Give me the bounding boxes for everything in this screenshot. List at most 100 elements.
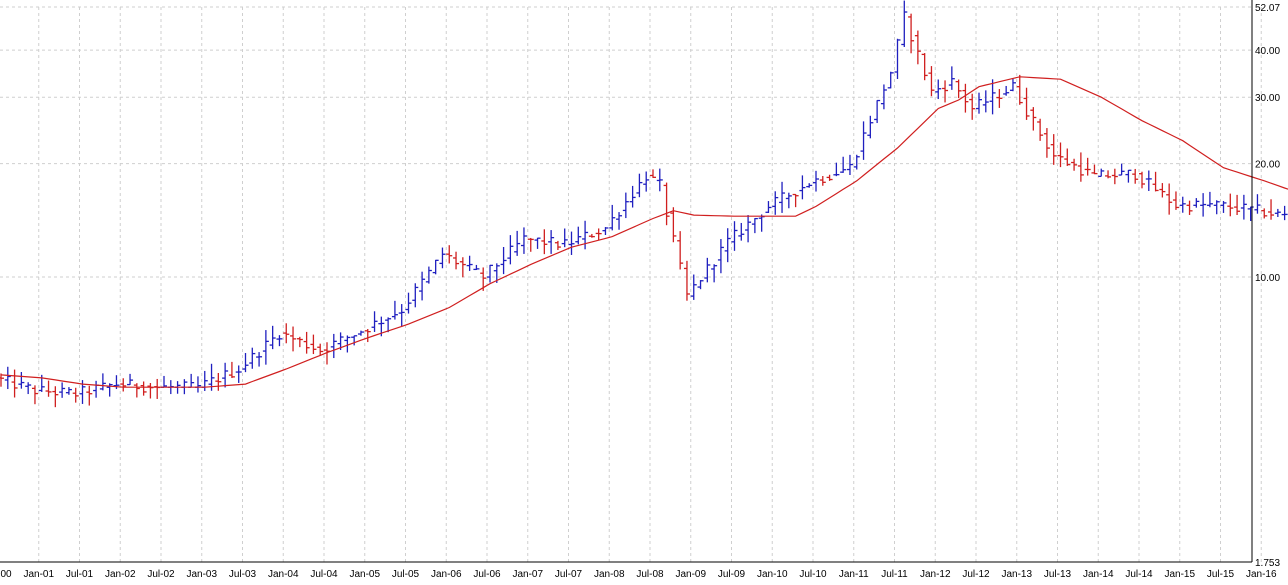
grid-layer xyxy=(0,6,1262,563)
ohlc-bar xyxy=(385,317,392,333)
ohlc-bar xyxy=(840,156,847,173)
ohlc-bar xyxy=(1152,171,1159,192)
ohlc-bar xyxy=(833,162,840,177)
ohlc-bar xyxy=(1172,191,1179,210)
x-tick-label: Jan-05 xyxy=(349,569,380,580)
ohlc-bar xyxy=(1077,152,1084,182)
ohlc-bar xyxy=(419,271,426,301)
ohlc-bar xyxy=(928,66,935,97)
ohlc-bar xyxy=(371,311,378,332)
ohlc-bar xyxy=(1064,148,1071,166)
ohlc-bar xyxy=(215,372,222,391)
x-tick-label: Jan-06 xyxy=(431,569,462,580)
ohlc-bar xyxy=(534,237,541,249)
ohlc-bar xyxy=(595,228,602,241)
y-tick-label: 30.00 xyxy=(1255,93,1280,104)
ohlc-bar xyxy=(779,181,786,213)
ohlc-bar xyxy=(1179,196,1186,213)
ohlc-bar xyxy=(473,264,480,271)
ohlc-bar xyxy=(554,240,561,251)
ohlc-bar xyxy=(1213,200,1220,215)
x-tick-label: Jan-13 xyxy=(1001,569,1032,580)
ohlc-bar xyxy=(670,207,677,243)
ohlc-bar xyxy=(1098,168,1105,178)
ohlc-bar xyxy=(758,214,765,232)
ohlc-bar xyxy=(697,280,704,290)
ohlc-bar xyxy=(480,267,487,291)
ohlc-bar xyxy=(683,260,690,301)
y-tick-label: 20.00 xyxy=(1255,160,1280,171)
ohlc-bar xyxy=(894,38,901,79)
ohlc-bar xyxy=(1234,194,1241,216)
x-tick-label: Jan-07 xyxy=(512,569,543,580)
ohlc-bar xyxy=(507,235,514,265)
ohlc-bar xyxy=(948,66,955,90)
ohlc-bar xyxy=(785,192,792,209)
ohlc-bar xyxy=(1240,194,1247,220)
ohlc-bar xyxy=(1030,107,1037,131)
ohlc-bar xyxy=(561,228,568,248)
x-tick-label: Jan-10 xyxy=(757,569,788,580)
ohlc-bar xyxy=(1003,85,1010,96)
x-tick-label: Jul-00 xyxy=(0,569,12,580)
x-tick-label: Jan-09 xyxy=(675,569,706,580)
ohlc-bar xyxy=(303,331,310,354)
ohlc-bar xyxy=(1254,194,1261,214)
ohlc-bar xyxy=(344,335,351,353)
ohlc-bar xyxy=(745,215,752,243)
ohlc-bar xyxy=(11,369,18,398)
ohlc-bar xyxy=(330,333,337,359)
ohlc-bar xyxy=(235,365,242,383)
ohlc-bar xyxy=(1220,200,1227,213)
ohlc-bar xyxy=(1057,142,1064,168)
ohlc-bar xyxy=(194,376,201,393)
ohlc-bar xyxy=(459,257,466,278)
x-tick-label: Jul-07 xyxy=(555,569,583,580)
ohlc-bar xyxy=(575,226,582,245)
ohlc-bar xyxy=(140,381,147,396)
ohlc-bar xyxy=(269,325,276,350)
ohlc-bar xyxy=(962,83,969,113)
ohlc-bar xyxy=(914,30,921,65)
ohlc-bar xyxy=(86,385,93,406)
ohlc-bar xyxy=(1206,191,1213,208)
y-tick-label: 40.00 xyxy=(1255,46,1280,57)
ohlc-bar xyxy=(317,343,324,356)
ohlc-bar xyxy=(412,283,419,308)
ohlc-bar xyxy=(806,183,813,188)
ohlc-bar xyxy=(201,370,208,391)
ohlc-bar xyxy=(901,0,908,47)
ohlc-bar xyxy=(453,251,460,270)
ohlc-bar xyxy=(31,385,38,405)
ohlc-bar xyxy=(711,264,718,283)
ohlc-bar xyxy=(819,176,826,186)
x-tick-label: Jul-09 xyxy=(718,569,746,580)
ohlc-bar xyxy=(487,264,493,283)
ohlc-bar xyxy=(439,247,446,269)
ohlc-bar xyxy=(548,230,555,254)
ohlc-bar xyxy=(493,263,500,283)
ohlc-bar xyxy=(1050,134,1057,165)
ohlc-bar xyxy=(310,334,317,355)
ohlc-bar xyxy=(1023,87,1030,120)
ohlc-bar xyxy=(989,79,996,115)
ohlc-bar xyxy=(880,84,887,110)
ohlc-bar xyxy=(25,382,32,395)
ohlc-bar xyxy=(106,383,113,397)
ohlc-bar xyxy=(846,154,853,176)
ohlc-bar xyxy=(357,330,364,336)
ohlc-bar xyxy=(629,185,636,208)
x-tick-label: Jul-14 xyxy=(1125,569,1153,580)
ohlc-bar xyxy=(908,13,915,54)
ohlc-bar xyxy=(921,53,928,81)
ohlc-bar xyxy=(432,259,439,275)
x-tick-label: Jan-02 xyxy=(105,569,136,580)
ohlc-bar xyxy=(976,92,982,114)
ohlc-bar xyxy=(1132,168,1139,184)
ohlc-bar xyxy=(867,115,874,139)
moving-average-line xyxy=(0,76,1288,388)
ohlc-bar xyxy=(656,168,663,192)
ohlc-bar xyxy=(514,230,521,256)
